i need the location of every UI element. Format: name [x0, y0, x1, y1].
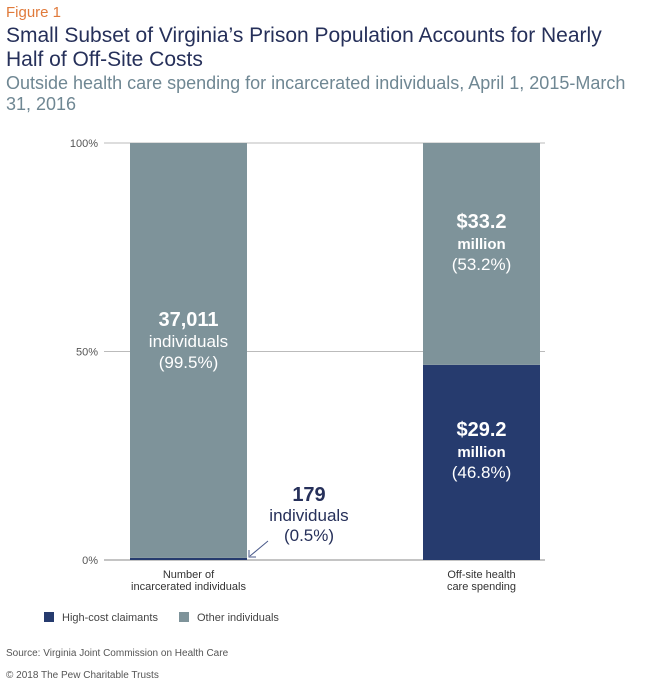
bar-high-cost-individuals — [130, 557, 247, 560]
legend-label-other: Other individuals — [197, 612, 279, 624]
source-note: Source: Virginia Joint Commission on Hea… — [6, 648, 229, 659]
data-label-other-individuals-line3: (99.5%) — [159, 353, 219, 372]
legend-swatch-high-cost — [44, 612, 54, 622]
callout-arrow-head — [248, 550, 256, 558]
data-label-other-individuals-line2: individuals — [149, 332, 228, 351]
data-label-high-cost-spending-line1: $29.2 — [456, 419, 506, 441]
data-label-other-spending-line2: million — [457, 236, 505, 253]
x-category-label-individuals-line1: Number of — [163, 569, 215, 581]
x-category-label-spending-line1: Off-site health — [447, 569, 515, 581]
bar-other-spending — [423, 143, 540, 365]
data-label-high-cost-individuals-line2: individuals — [269, 506, 348, 525]
data-label-other-spending-line3: (53.2%) — [452, 255, 512, 274]
bar-high-cost-spending — [423, 364, 540, 560]
y-tick-label-0pct: 0% — [82, 555, 98, 567]
x-category-label-spending-line2: care spending — [447, 581, 516, 593]
legend-label-high-cost: High-cost claimants — [62, 612, 158, 624]
data-label-high-cost-individuals-line3: (0.5%) — [284, 526, 334, 545]
legend-item-other: Other individuals — [179, 612, 279, 624]
chart-subtitle: Outside health care spending for incarce… — [6, 73, 626, 114]
bar-other-individuals — [130, 143, 247, 558]
data-label-high-cost-spending-line3: (46.8%) — [452, 463, 512, 482]
legend-item-high-cost: High-cost claimants — [44, 612, 158, 624]
data-label-other-individuals-line1: 37,011 — [158, 309, 218, 331]
copyright-note: © 2018 The Pew Charitable Trusts — [6, 670, 159, 681]
y-tick-label-100pct: 100% — [70, 138, 98, 150]
y-tick-label-50pct: 50% — [76, 347, 98, 359]
data-label-other-spending-line1: $33.2 — [456, 211, 506, 233]
data-label-high-cost-spending-line2: million — [457, 444, 505, 461]
callout-arrow-line — [249, 540, 269, 557]
chart-title: Small Subset of Virginia’s Prison Popula… — [6, 24, 602, 71]
figure-label: Figure 1 — [6, 4, 62, 21]
data-label-high-cost-individuals-line1: 179 — [292, 484, 325, 506]
legend-swatch-other — [179, 612, 189, 622]
x-category-label-individuals-line2: incarcerated individuals — [131, 581, 246, 593]
